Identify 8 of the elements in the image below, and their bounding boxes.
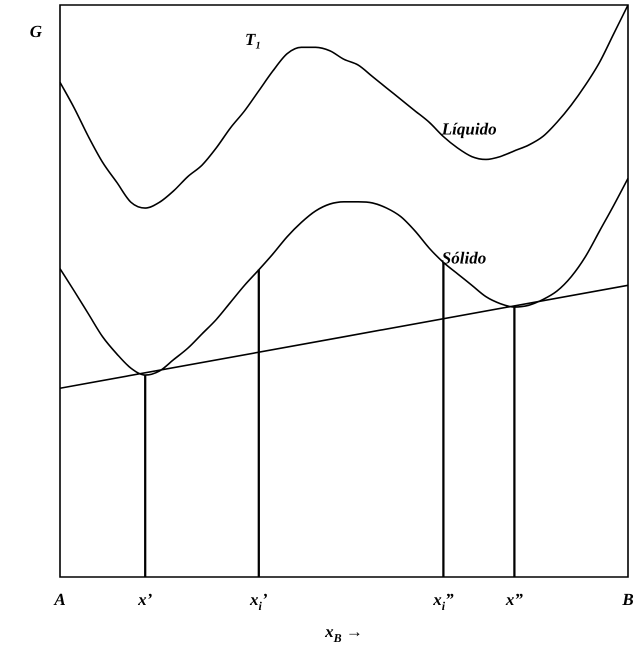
series-label: Líquido [440,120,497,139]
x-tick-label: B [621,590,634,609]
x-tick-label: x’ [137,590,153,609]
series-label: Sólido [442,248,486,268]
x-tick-label: A [53,590,66,609]
annotation: T₁ [244,30,262,49]
y-axis-title: G [30,22,43,41]
x-tick-label: x” [504,590,524,609]
